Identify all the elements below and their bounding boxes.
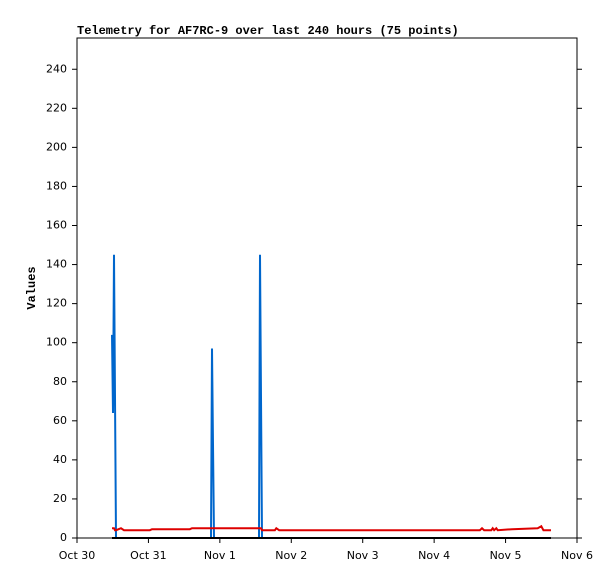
y-tick-label: 160: [46, 219, 67, 232]
x-tick-label: Nov 4: [418, 549, 450, 562]
x-tick-label: Oct 30: [59, 549, 96, 562]
y-tick-label: 180: [46, 179, 67, 192]
y-tick-label: 220: [46, 101, 67, 114]
y-tick-label: 100: [46, 336, 67, 349]
y-tick-label: 60: [53, 414, 67, 427]
y-tick-label: 20: [53, 492, 67, 505]
series-line: [111, 254, 551, 539]
plot-frame: [76, 37, 578, 539]
x-tick-label: Nov 3: [347, 549, 379, 562]
y-axis-label: Values: [25, 266, 39, 309]
x-tick-label: Nov 2: [275, 549, 307, 562]
y-tick-label: 240: [46, 62, 67, 75]
y-tick-label: 200: [46, 140, 67, 153]
x-tick-label: Oct 31: [130, 549, 167, 562]
y-tick-label: 0: [60, 531, 67, 544]
x-tick-label: Nov 1: [204, 549, 236, 562]
x-tick-label: Nov 6: [561, 549, 593, 562]
x-tick-label: Nov 5: [490, 549, 522, 562]
y-tick-label: 40: [53, 453, 67, 466]
chart-title: Telemetry for AF7RC-9 over last 240 hour…: [77, 24, 459, 38]
y-tick-label: 80: [53, 375, 67, 388]
y-tick-label: 120: [46, 297, 67, 310]
y-tick-label: 140: [46, 258, 67, 271]
series-line: [112, 524, 551, 532]
